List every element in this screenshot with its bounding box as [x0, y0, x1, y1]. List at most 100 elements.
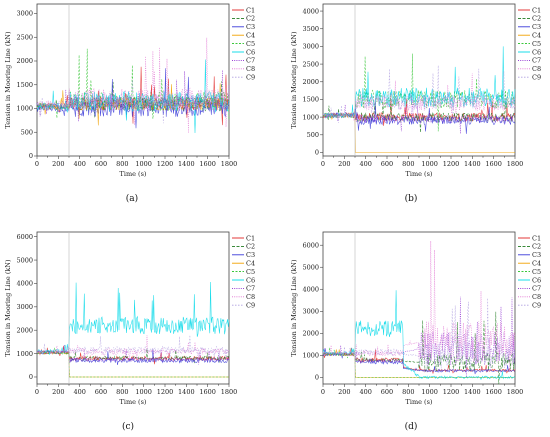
- legend-entry-c9: C9: [246, 302, 255, 310]
- chart-panel-3: 0 200 400 600 800 1000 1200 1400 1600 1800 0 1000 20…: [4, 231, 255, 432]
- x-tick-label: 1200: [157, 160, 174, 168]
- legend-entry-c4: C4: [532, 32, 541, 40]
- x-tick-label: 600: [381, 388, 393, 396]
- y-tick-label: 4000: [302, 7, 319, 15]
- y-tick-label: 1000: [302, 352, 319, 360]
- y-tick-label: 2500: [16, 33, 33, 41]
- x-axis-label: Time (s): [120, 170, 147, 178]
- legend-entry-c9: C9: [532, 74, 541, 82]
- y-tick-label: 2000: [302, 78, 319, 86]
- x-tick-label: 1800: [507, 160, 524, 168]
- x-axis-label: Time (s): [120, 398, 147, 406]
- panels-group: 0 200 400 600 800 1000 1200 1400 1600 1800 0 500 100…: [4, 3, 541, 432]
- x-tick-label: 600: [95, 160, 107, 168]
- x-tick-label: 1800: [221, 160, 238, 168]
- legend-entry-c3: C3: [532, 251, 541, 259]
- x-axis-label: Time (s): [406, 170, 433, 178]
- legend-entry-c7: C7: [532, 57, 541, 65]
- legend-entry-c2: C2: [532, 243, 541, 251]
- chart-panel-1: 0 200 400 600 800 1000 1200 1400 1600 1800 0 500 100…: [4, 3, 255, 204]
- legend-entry-c3: C3: [246, 251, 255, 259]
- legend-entry-c7: C7: [246, 57, 255, 65]
- legend-entry-c7: C7: [532, 285, 541, 293]
- legend-entry-c6: C6: [532, 48, 541, 56]
- series-line-c7: [36, 70, 230, 122]
- legend-entry-c8: C8: [246, 65, 255, 73]
- legend-entry-c8: C8: [532, 293, 541, 301]
- legend-entry-c9: C9: [532, 302, 541, 310]
- y-tick-label: 0: [315, 374, 319, 382]
- legend-entry-c1: C1: [246, 6, 255, 14]
- y-tick-label: 3000: [16, 303, 33, 311]
- x-tick-label: 1400: [178, 388, 195, 396]
- y-tick-label: 0: [29, 152, 33, 160]
- x-tick-label: 0: [35, 160, 39, 168]
- x-tick-label: 200: [338, 160, 350, 168]
- x-tick-label: 1000: [135, 388, 152, 396]
- legend-entry-c5: C5: [532, 40, 541, 48]
- x-tick-label: 400: [359, 160, 371, 168]
- y-tick-label: 1500: [302, 96, 319, 104]
- legend-entry-c1: C1: [532, 234, 541, 242]
- plot-frame: [36, 3, 230, 157]
- plot-frame: [322, 231, 516, 385]
- legend-entry-c8: C8: [246, 293, 255, 301]
- y-tick-label: 4000: [16, 280, 33, 288]
- y-tick-label: 1500: [16, 81, 33, 89]
- x-tick-label: 0: [321, 160, 325, 168]
- legend-entry-c6: C6: [246, 48, 255, 56]
- x-tick-label: 800: [116, 160, 128, 168]
- chart-panel-4: 0 200 400 600 800 1000 1200 1400 1600 1800 0 1000 20…: [290, 231, 541, 432]
- series-line-c5: [36, 48, 230, 120]
- legend-entry-c2: C2: [246, 15, 255, 23]
- legend-entry-c6: C6: [532, 276, 541, 284]
- x-tick-label: 1400: [178, 160, 195, 168]
- legend-entry-c1: C1: [532, 6, 541, 14]
- y-tick-label: 6000: [16, 233, 33, 241]
- legend-entry-c8: C8: [532, 65, 541, 73]
- x-tick-label: 1400: [464, 160, 481, 168]
- plot-frame: [322, 3, 516, 157]
- legend-entry-c4: C4: [246, 32, 255, 40]
- y-tick-label: 2000: [16, 57, 33, 65]
- legend-entry-c7: C7: [246, 285, 255, 293]
- x-tick-label: 1600: [485, 160, 502, 168]
- y-tick-label: 6000: [302, 241, 319, 249]
- legend-entry-c4: C4: [246, 260, 255, 268]
- y-tick-label: 0: [315, 149, 319, 157]
- y-axis-label: Tension in Mooring Line (kN): [290, 31, 298, 129]
- series-line-c7: [36, 345, 230, 365]
- legend-entry-c2: C2: [246, 243, 255, 251]
- series-line-c5: [36, 347, 229, 378]
- x-tick-label: 1600: [199, 160, 216, 168]
- panel-caption: (b): [405, 193, 418, 204]
- x-tick-label: 1800: [221, 388, 238, 396]
- legend-entry-c1: C1: [246, 234, 255, 242]
- y-tick-label: 3500: [302, 25, 319, 33]
- chart-panel-2: 0 200 400 600 800 1000 1200 1400 1600 1800 0 500 100…: [290, 3, 541, 204]
- legend-entry-c3: C3: [532, 23, 541, 31]
- x-axis-label: Time (s): [406, 398, 433, 406]
- y-tick-label: 5000: [302, 263, 319, 271]
- x-tick-label: 1600: [199, 388, 216, 396]
- x-tick-label: 400: [73, 388, 85, 396]
- x-tick-label: 0: [321, 388, 325, 396]
- x-tick-label: 400: [359, 388, 371, 396]
- x-tick-label: 200: [338, 388, 350, 396]
- x-tick-label: 1200: [443, 160, 460, 168]
- y-tick-label: 5000: [16, 256, 33, 264]
- legend-entry-c2: C2: [532, 15, 541, 23]
- y-tick-label: 4000: [302, 285, 319, 293]
- y-tick-label: 2000: [16, 326, 33, 334]
- y-axis-label: Tension in Mooring Line (kN): [290, 259, 298, 357]
- y-tick-label: 0: [29, 373, 33, 381]
- x-tick-label: 600: [381, 160, 393, 168]
- x-tick-label: 600: [95, 388, 107, 396]
- x-tick-label: 0: [35, 388, 39, 396]
- legend-entry-c3: C3: [246, 23, 255, 31]
